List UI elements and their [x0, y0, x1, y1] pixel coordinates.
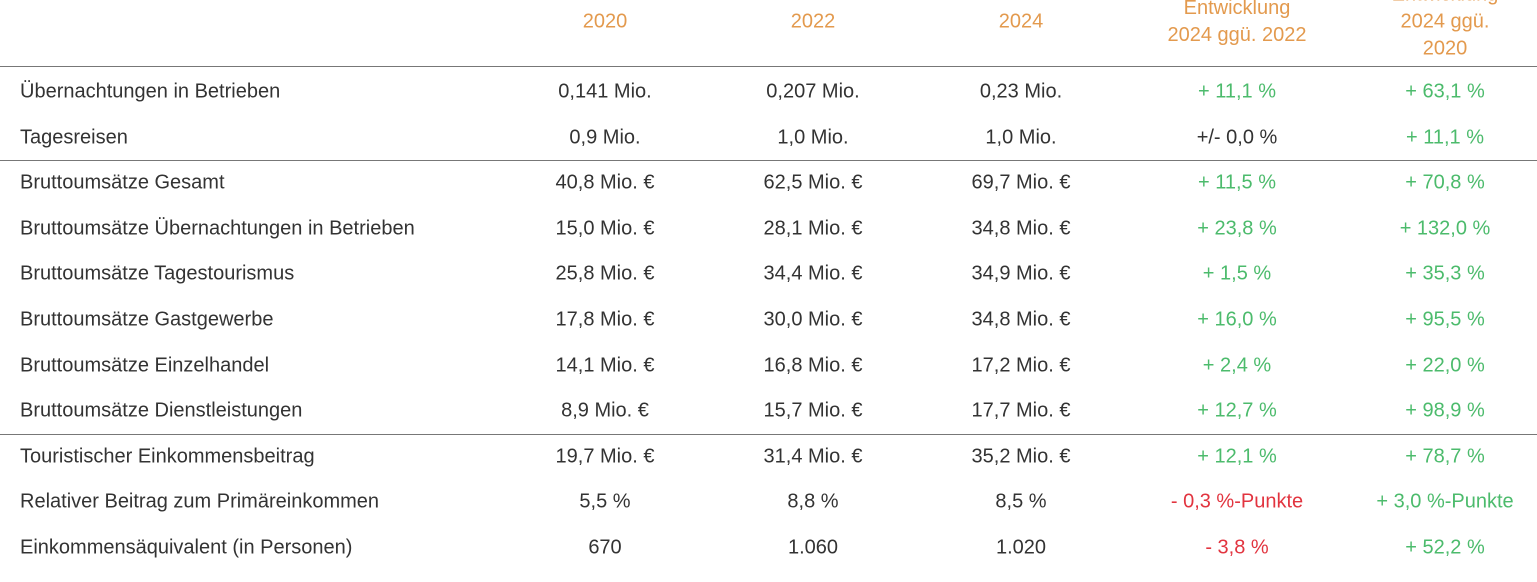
change-cell: + 3,0 %-Punkte — [1376, 490, 1514, 513]
row-label: Touristischer Einkommensbeitrag — [20, 445, 315, 468]
value-cell: 25,8 Mio. € — [555, 262, 655, 285]
change-cell: + 132,0 % — [1399, 217, 1491, 240]
value-cell: 19,7 Mio. € — [555, 445, 655, 468]
value-cell: 17,7 Mio. € — [971, 399, 1071, 422]
row-label: Relativer Beitrag zum Primäreinkommen — [20, 490, 380, 513]
change-cell: + 16,0 % — [1197, 308, 1277, 331]
section-rule — [0, 160, 1537, 161]
change-cell: + 11,1 % — [1405, 126, 1485, 149]
row-label: Tagesreisen — [20, 126, 128, 149]
column-header: Entwicklung 2024 ggü. 2020 — [1392, 0, 1499, 60]
change-cell: + 1,5 % — [1202, 262, 1272, 285]
column-header: 2022 — [790, 10, 836, 33]
change-cell: + 2,4 % — [1202, 354, 1272, 377]
value-cell: 34,9 Mio. € — [971, 262, 1071, 285]
row-label: Bruttoumsätze Einzelhandel — [20, 354, 270, 377]
change-cell: + 12,7 % — [1197, 399, 1277, 422]
change-cell: + 78,7 % — [1405, 445, 1485, 468]
value-cell: 670 — [588, 536, 622, 559]
value-cell: 17,8 Mio. € — [555, 308, 655, 331]
change-cell: + 35,3 % — [1405, 262, 1485, 285]
row-label: Bruttoumsätze Dienstleistungen — [20, 399, 303, 422]
change-cell: + 95,5 % — [1405, 308, 1485, 331]
change-cell: - 0,3 %-Punkte — [1170, 490, 1304, 513]
change-cell: + 52,2 % — [1405, 536, 1485, 559]
value-cell: 1.060 — [787, 536, 839, 559]
row-label: Einkommensäquivalent (in Personen) — [20, 536, 353, 559]
value-cell: 1,0 Mio. — [985, 126, 1057, 149]
value-cell: 62,5 Mio. € — [763, 171, 863, 194]
value-cell: 5,5 % — [579, 490, 631, 513]
value-cell: 1.020 — [995, 536, 1047, 559]
change-cell: + 70,8 % — [1405, 171, 1485, 194]
value-cell: 34,8 Mio. € — [971, 308, 1071, 331]
change-cell: +/- 0,0 % — [1196, 126, 1278, 149]
change-cell: + 11,1 % — [1197, 80, 1277, 103]
header-rule — [0, 66, 1537, 67]
value-cell: 16,8 Mio. € — [763, 354, 863, 377]
change-cell: + 12,1 % — [1197, 445, 1277, 468]
value-cell: 28,1 Mio. € — [763, 217, 863, 240]
value-cell: 15,0 Mio. € — [555, 217, 655, 240]
value-cell: 35,2 Mio. € — [971, 445, 1071, 468]
change-cell: + 98,9 % — [1405, 399, 1485, 422]
value-cell: 34,4 Mio. € — [763, 262, 863, 285]
value-cell: 14,1 Mio. € — [555, 354, 655, 377]
value-cell: 8,9 Mio. € — [561, 399, 649, 422]
row-label: Bruttoumsätze Übernachtungen in Betriebe… — [20, 217, 415, 240]
row-label: Bruttoumsätze Tagestourismus — [20, 262, 295, 285]
value-cell: 69,7 Mio. € — [971, 171, 1071, 194]
change-cell: + 23,8 % — [1197, 217, 1277, 240]
column-header: Entwicklung 2024 ggü. 2022 — [1167, 0, 1307, 46]
row-label: Übernachtungen in Betrieben — [20, 80, 281, 103]
value-cell: 40,8 Mio. € — [555, 171, 655, 194]
value-cell: 0,23 Mio. — [979, 80, 1063, 103]
value-cell: 0,207 Mio. — [766, 80, 860, 103]
value-cell: 31,4 Mio. € — [763, 445, 863, 468]
change-cell: + 11,5 % — [1197, 171, 1277, 194]
value-cell: 0,9 Mio. — [569, 126, 641, 149]
value-cell: 17,2 Mio. € — [971, 354, 1071, 377]
row-label: Bruttoumsätze Gastgewerbe — [20, 308, 274, 331]
change-cell: + 63,1 % — [1405, 80, 1485, 103]
value-cell: 1,0 Mio. — [777, 126, 849, 149]
value-cell: 8,8 % — [787, 490, 839, 513]
value-cell: 0,141 Mio. — [558, 80, 652, 103]
column-header: 2024 — [998, 10, 1044, 33]
row-label: Bruttoumsätze Gesamt — [20, 171, 225, 194]
value-cell: 30,0 Mio. € — [763, 308, 863, 331]
change-cell: - 3,8 % — [1205, 536, 1269, 559]
column-header: 2020 — [582, 10, 628, 33]
section-rule — [0, 434, 1537, 435]
value-cell: 15,7 Mio. € — [763, 399, 863, 422]
change-cell: + 22,0 % — [1405, 354, 1485, 377]
value-cell: 8,5 % — [995, 490, 1047, 513]
value-cell: 34,8 Mio. € — [971, 217, 1071, 240]
